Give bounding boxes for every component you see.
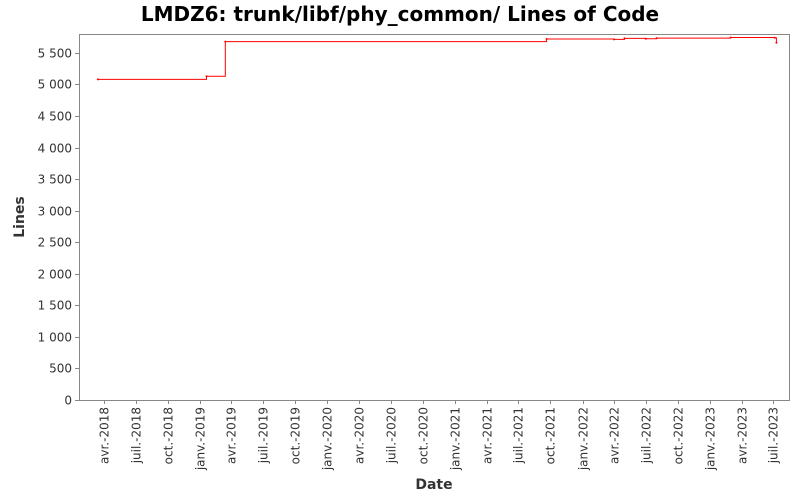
x-tick-label: juil.-2018 <box>130 407 144 464</box>
plot-area-frame <box>79 34 790 401</box>
y-tick-label: 0 <box>64 394 72 408</box>
y-tick-label: 500 <box>49 362 72 376</box>
series-layer <box>96 36 778 81</box>
data-point <box>655 37 658 40</box>
x-tick-label: juil.-2022 <box>640 407 654 464</box>
data-point <box>775 41 778 44</box>
x-tick-label: avr.-2022 <box>608 407 622 464</box>
x-tick-label: oct.-2019 <box>289 407 303 464</box>
y-tick-label: 4 000 <box>38 142 72 156</box>
series-line <box>97 37 777 80</box>
chart-title: LMDZ6: trunk/libf/phy_common/ Lines of C… <box>140 2 660 26</box>
data-point <box>773 36 776 39</box>
x-tick-label: avr.-2023 <box>736 407 750 464</box>
data-point <box>96 78 99 81</box>
x-tick-label: oct.-2021 <box>544 407 558 464</box>
x-axis-ticks: avr.-2018 juil.-2018 oct.-2018 janv.-2019 av… <box>98 400 781 471</box>
y-tick-label: 2 500 <box>38 236 72 250</box>
data-point <box>623 37 626 40</box>
x-tick-label: juil.-2020 <box>385 407 399 464</box>
y-tick-label: 5 500 <box>38 47 72 61</box>
x-tick-label: janv.-2019 <box>194 407 208 471</box>
data-point <box>729 36 732 39</box>
y-tick-label: 3 500 <box>38 173 72 187</box>
y-axis-ticks: 0 500 1 000 1 500 2 000 2 500 3 000 3 500 4 000 4… <box>38 47 79 408</box>
x-tick-label: oct.-2018 <box>162 407 176 464</box>
y-tick-label: 2 000 <box>38 268 72 282</box>
y-tick-label: 1 500 <box>38 299 72 313</box>
y-axis-title: Lines <box>12 196 28 238</box>
x-tick-label: juil.-2021 <box>512 407 526 464</box>
x-tick-label: juil.-2019 <box>257 407 271 464</box>
y-tick-label: 1 000 <box>38 331 72 345</box>
x-axis-title: Date <box>415 477 452 493</box>
x-tick-label: avr.-2020 <box>353 407 367 464</box>
x-tick-label: avr.-2018 <box>98 407 112 464</box>
data-point <box>545 38 548 40</box>
data-point <box>613 38 615 41</box>
y-tick-label: 5 000 <box>38 78 72 92</box>
x-tick-label: janv.-2021 <box>449 407 463 471</box>
data-point <box>644 37 647 40</box>
x-tick-label: avr.-2019 <box>225 407 239 464</box>
x-tick-label: janv.-2020 <box>321 407 335 471</box>
x-tick-label: juil.-2023 <box>767 407 781 464</box>
x-tick-label: janv.-2022 <box>577 407 591 471</box>
x-tick-label: oct.-2020 <box>417 407 431 464</box>
data-point <box>224 40 227 43</box>
y-tick-label: 3 000 <box>38 205 72 219</box>
y-tick-label: 4 500 <box>38 110 72 124</box>
x-tick-label: avr.-2021 <box>481 407 495 464</box>
x-tick-label: oct.-2022 <box>672 407 686 464</box>
data-point <box>205 75 208 78</box>
x-tick-label: janv.-2023 <box>704 407 718 471</box>
